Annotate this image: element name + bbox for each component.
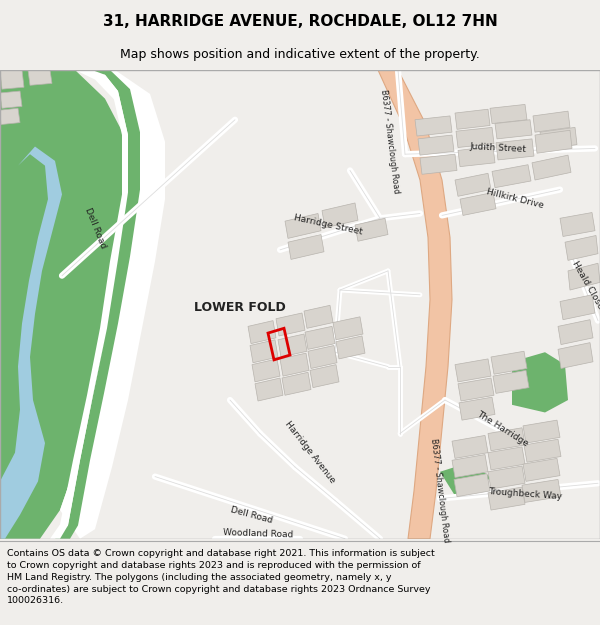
Polygon shape: [285, 214, 321, 238]
Text: B6377 - Shawclough Road: B6377 - Shawclough Road: [429, 438, 451, 544]
Polygon shape: [308, 346, 337, 369]
Polygon shape: [250, 340, 278, 362]
Polygon shape: [252, 359, 280, 382]
Polygon shape: [355, 218, 388, 241]
Polygon shape: [310, 364, 339, 388]
Polygon shape: [336, 336, 365, 359]
Polygon shape: [333, 317, 363, 340]
Polygon shape: [455, 173, 491, 196]
Polygon shape: [304, 306, 333, 328]
Polygon shape: [532, 155, 571, 180]
Polygon shape: [0, 146, 62, 539]
Polygon shape: [523, 420, 560, 443]
Polygon shape: [276, 313, 305, 336]
Polygon shape: [0, 108, 20, 124]
Text: LOWER FOLD: LOWER FOLD: [194, 301, 286, 314]
Polygon shape: [522, 479, 561, 502]
Polygon shape: [440, 462, 490, 496]
Polygon shape: [560, 213, 595, 236]
Polygon shape: [280, 353, 309, 376]
Polygon shape: [560, 295, 595, 319]
Polygon shape: [255, 378, 283, 401]
Polygon shape: [491, 351, 527, 374]
Polygon shape: [490, 104, 527, 124]
Polygon shape: [533, 111, 570, 132]
Text: 31, HARRIDGE AVENUE, ROCHDALE, OL12 7HN: 31, HARRIDGE AVENUE, ROCHDALE, OL12 7HN: [103, 14, 497, 29]
Text: Dell Road: Dell Road: [83, 206, 107, 249]
Text: Dell Road: Dell Road: [230, 505, 274, 525]
Polygon shape: [512, 352, 568, 412]
Text: Harridge Street: Harridge Street: [293, 213, 363, 237]
Polygon shape: [496, 139, 534, 160]
Polygon shape: [458, 146, 495, 167]
Polygon shape: [55, 70, 140, 539]
Polygon shape: [452, 436, 488, 458]
Polygon shape: [568, 263, 600, 290]
Text: Judith Street: Judith Street: [469, 142, 527, 154]
Polygon shape: [459, 397, 495, 420]
Polygon shape: [488, 487, 525, 510]
Text: Heald Close: Heald Close: [571, 260, 600, 311]
Polygon shape: [0, 70, 130, 539]
Text: Contains OS data © Crown copyright and database right 2021. This information is : Contains OS data © Crown copyright and d…: [7, 549, 435, 605]
Polygon shape: [60, 70, 165, 539]
Polygon shape: [418, 135, 454, 155]
Polygon shape: [488, 466, 525, 489]
Polygon shape: [50, 75, 128, 539]
Text: Harridge Avenue: Harridge Avenue: [283, 420, 337, 486]
Polygon shape: [460, 192, 496, 216]
Text: Hillkirk Drive: Hillkirk Drive: [485, 188, 545, 211]
Polygon shape: [454, 474, 490, 497]
Polygon shape: [288, 234, 324, 259]
Polygon shape: [535, 130, 572, 153]
Polygon shape: [282, 372, 311, 395]
Polygon shape: [28, 70, 52, 85]
Text: Troughbeck Way: Troughbeck Way: [488, 487, 562, 501]
Polygon shape: [0, 91, 22, 108]
Polygon shape: [524, 439, 561, 462]
Polygon shape: [248, 321, 276, 344]
Polygon shape: [452, 454, 488, 478]
Polygon shape: [523, 458, 560, 481]
Polygon shape: [420, 154, 457, 174]
Polygon shape: [0, 70, 24, 89]
Polygon shape: [558, 319, 593, 344]
Polygon shape: [456, 127, 494, 148]
Text: Map shows position and indicative extent of the property.: Map shows position and indicative extent…: [120, 48, 480, 61]
Polygon shape: [368, 70, 452, 539]
Polygon shape: [565, 236, 598, 261]
Polygon shape: [488, 428, 525, 451]
Polygon shape: [458, 378, 494, 401]
Polygon shape: [278, 334, 307, 357]
Polygon shape: [322, 203, 358, 228]
Polygon shape: [455, 109, 490, 129]
Polygon shape: [558, 342, 593, 369]
Polygon shape: [455, 359, 491, 382]
Polygon shape: [305, 326, 335, 349]
Polygon shape: [495, 120, 532, 139]
Polygon shape: [488, 447, 525, 470]
Text: Woodland Road: Woodland Road: [223, 528, 293, 540]
Polygon shape: [493, 371, 529, 393]
Polygon shape: [492, 165, 531, 188]
Text: The Harridge: The Harridge: [475, 409, 529, 448]
Polygon shape: [540, 127, 577, 149]
Polygon shape: [415, 116, 452, 136]
Text: B6377 - Shawclough Road: B6377 - Shawclough Road: [379, 89, 401, 194]
